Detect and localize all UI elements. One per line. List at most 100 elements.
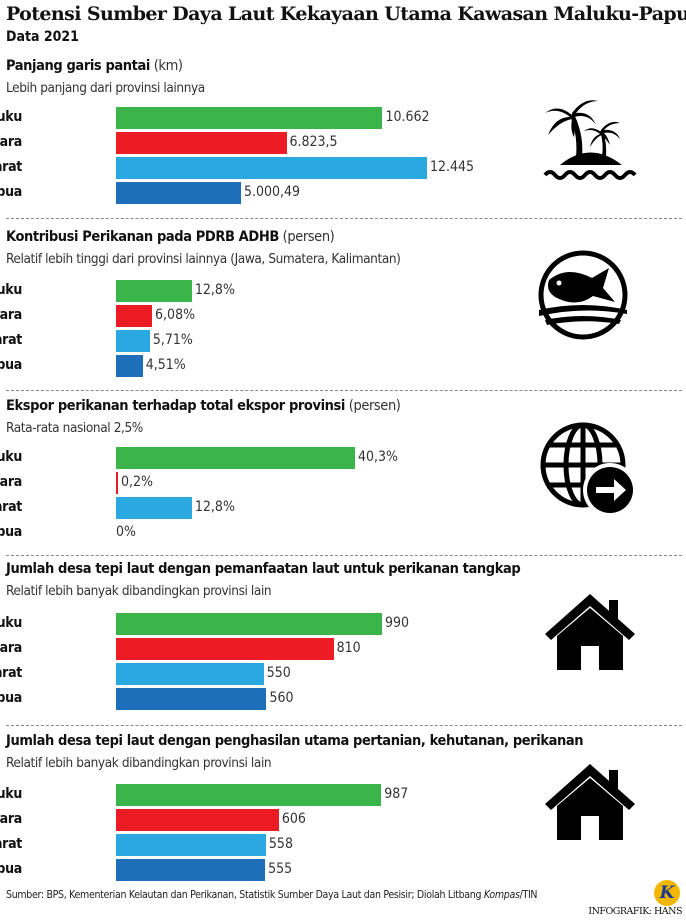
bar-row: Maluku Utara 6.823,5: [0, 132, 600, 154]
globe-export-icon: [540, 422, 637, 517]
bar-row: Maluku Utara 6,08%: [0, 305, 600, 327]
value-label: 10.662: [385, 109, 430, 125]
palm-island-icon: [543, 100, 637, 180]
bar-maluku-utara: [116, 132, 287, 154]
category-label: Maluku Utara: [0, 134, 22, 150]
bar-row: Papua 555: [0, 859, 600, 881]
category-label: Papua: [0, 524, 22, 540]
bar-maluku: [116, 107, 383, 129]
chart-title-text: Ekspor perikanan terhadap total ekspor p…: [6, 398, 345, 414]
value-label: 5,71%: [152, 332, 193, 348]
bar-maluku-utara: [116, 809, 279, 831]
value-label: 6.823,5: [289, 134, 338, 150]
category-label: Papua: [0, 184, 22, 200]
category-label: Papua Barat: [0, 499, 22, 515]
category-label: Maluku Utara: [0, 307, 22, 323]
source-note: Sumber: BPS, Kementerian Kelautan dan Pe…: [6, 889, 537, 901]
bar-row: Papua 0%: [0, 522, 600, 544]
bar-maluku-utara: [116, 305, 153, 327]
value-label: 0%: [116, 524, 136, 540]
source-end: /TIN: [519, 889, 538, 901]
chart-title: Ekspor perikanan terhadap total ekspor p…: [6, 398, 401, 414]
bar-papua: [116, 355, 143, 377]
bar-papua-barat: [116, 663, 264, 685]
bar-row: Maluku 40,3%: [0, 447, 600, 469]
divider: [6, 555, 682, 556]
value-label: 12,8%: [194, 499, 235, 515]
bar-papua-barat: [116, 330, 150, 352]
bar-papua: [116, 688, 267, 710]
kompas-logo: K: [654, 880, 680, 906]
category-label: Papua: [0, 861, 22, 877]
source-publisher: Kompas: [483, 889, 520, 901]
page-title: Potensi Sumber Daya Laut Kekayaan Utama …: [6, 3, 686, 25]
value-label: 6,08%: [155, 307, 196, 323]
bar-row: Maluku Utara 810: [0, 638, 600, 660]
category-label: Maluku: [0, 615, 22, 631]
bar-row: Maluku Utara 606: [0, 809, 600, 831]
bar-maluku: [116, 280, 192, 302]
chart-title-text: Jumlah desa tepi laut dengan penghasilan…: [6, 733, 584, 749]
value-label: 555: [268, 861, 293, 877]
category-label: Papua Barat: [0, 332, 22, 348]
house-icon: [545, 594, 635, 670]
bar-row: Papua Barat 12,8%: [0, 497, 600, 519]
value-label: 560: [269, 690, 294, 706]
bar-row: Papua Barat 12.445: [0, 157, 600, 179]
chart-unit: (persen): [282, 229, 335, 245]
value-label: 5.000,49: [243, 184, 301, 200]
bar-row: Maluku 10.662: [0, 107, 600, 129]
chart-note: Relatif lebih banyak dibandingkan provin…: [6, 583, 272, 599]
chart-title: Kontribusi Perikanan pada PDRB ADHB (per…: [6, 229, 335, 245]
category-label: Papua: [0, 690, 22, 706]
category-label: Maluku Utara: [0, 640, 22, 656]
category-label: Papua: [0, 357, 22, 373]
bar-papua-barat: [116, 157, 427, 179]
value-label: 12.445: [430, 159, 475, 175]
fish-wave-icon: [538, 250, 628, 340]
category-label: Maluku: [0, 282, 22, 298]
chart-title-text: Kontribusi Perikanan pada PDRB ADHB: [6, 229, 279, 245]
source-text: Sumber: BPS, Kementerian Kelautan dan Pe…: [6, 889, 484, 901]
bar-maluku: [116, 784, 382, 806]
bar-row: Maluku Utara 0,2%: [0, 472, 600, 494]
value-label: 558: [268, 836, 293, 852]
bar-row: Maluku 987: [0, 784, 600, 806]
divider: [6, 725, 682, 726]
value-label: 4,51%: [145, 357, 186, 373]
category-label: Maluku Utara: [0, 811, 22, 827]
bar-maluku-utara: [116, 638, 334, 660]
chart-title-text: Panjang garis pantai: [6, 58, 150, 74]
value-label: 550: [266, 665, 291, 681]
category-label: Papua Barat: [0, 836, 22, 852]
bar-maluku-utara: [116, 472, 118, 494]
bar-maluku: [116, 613, 382, 635]
bar-row: Maluku 12,8%: [0, 280, 600, 302]
value-label: 987: [384, 786, 409, 802]
category-label: Maluku: [0, 109, 22, 125]
bar-maluku: [116, 447, 355, 469]
value-label: 810: [336, 640, 361, 656]
chart-unit: (km): [153, 58, 183, 74]
chart-title: Jumlah desa tepi laut dengan penghasilan…: [6, 733, 584, 749]
value-label: 40,3%: [358, 449, 399, 465]
category-label: Maluku: [0, 786, 22, 802]
chart-title: Panjang garis pantai (km): [6, 58, 183, 74]
value-label: 606: [281, 811, 306, 827]
chart-note: Relatif lebih banyak dibandingkan provin…: [6, 755, 272, 771]
bar-papua-barat: [116, 834, 266, 856]
bar-row: Papua Barat 558: [0, 834, 600, 856]
bar-row: Papua 5.000,49: [0, 182, 600, 204]
page-subtitle: Data 2021: [6, 29, 79, 45]
chart-unit: (persen): [348, 398, 401, 414]
chart-title: Jumlah desa tepi laut dengan pemanfaatan…: [6, 561, 521, 577]
bar-row: Papua Barat 5,71%: [0, 330, 600, 352]
category-label: Papua Barat: [0, 159, 22, 175]
chart-note: Relatif lebih tinggi dari provinsi lainn…: [6, 251, 401, 267]
credit: INFOGRAFIK: HANS: [588, 906, 682, 917]
chart-note: Rata-rata nasional 2,5%: [6, 420, 143, 436]
house-icon: [545, 764, 635, 840]
bar-papua: [116, 182, 241, 204]
bar-row: Papua Barat 550: [0, 663, 600, 685]
